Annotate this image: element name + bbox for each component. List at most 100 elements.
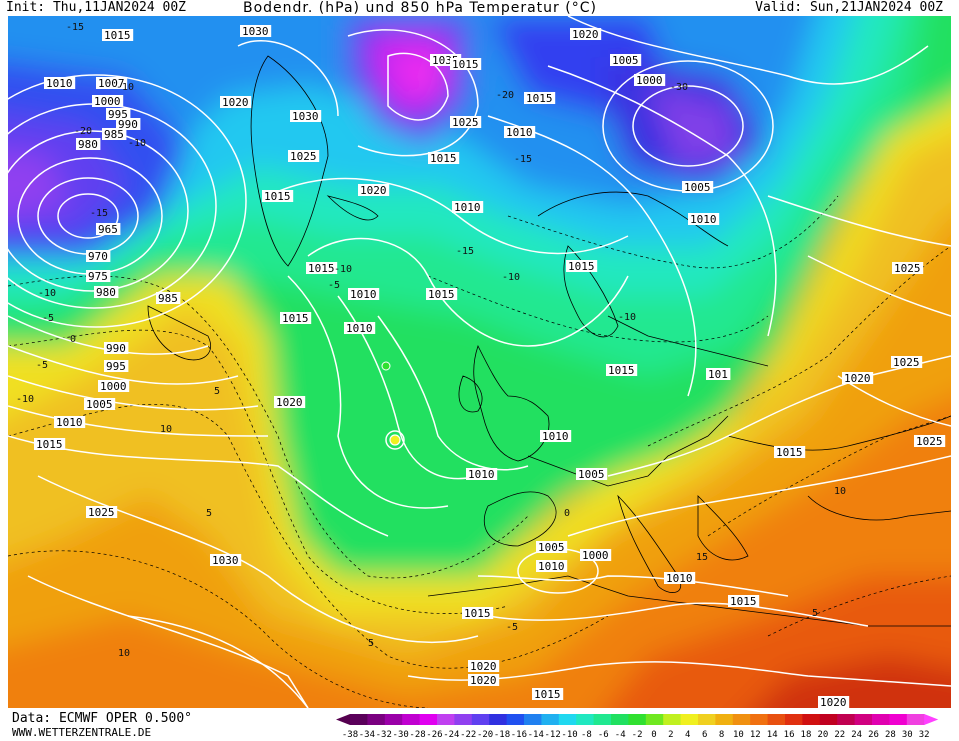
isobar-label-box bbox=[536, 560, 568, 572]
isobar-label: 1005 bbox=[578, 468, 605, 481]
isobar-label-box bbox=[688, 213, 720, 225]
colorbar-tick-label: -28 bbox=[409, 730, 425, 740]
colorbar-tick-label: 30 bbox=[902, 730, 913, 740]
colorbar-tick-label: 8 bbox=[719, 730, 724, 740]
colorbar-cell bbox=[645, 714, 664, 725]
colorbar-tick-label: -34 bbox=[359, 730, 375, 740]
isobar-label-box bbox=[468, 674, 500, 686]
isobar-label: 1005 bbox=[612, 54, 639, 67]
isobar-label-box bbox=[104, 360, 129, 372]
isobar-label: 1005 bbox=[86, 398, 113, 411]
isobar-label: 1000 bbox=[582, 549, 609, 562]
isotherm-label: -15 bbox=[456, 246, 474, 257]
isobar-label-box bbox=[288, 150, 320, 162]
isobar-label: 1020 bbox=[470, 660, 497, 673]
isobar-label-box bbox=[104, 342, 129, 354]
colorbar-cell bbox=[732, 714, 751, 725]
isobar-label-box bbox=[102, 128, 127, 140]
colorbar-tick-label: 18 bbox=[801, 730, 812, 740]
isobar-label: 1020 bbox=[276, 396, 303, 409]
colorbar-cell bbox=[576, 714, 594, 725]
colorbar-cell bbox=[750, 714, 768, 725]
isotherm-label: -10 bbox=[128, 138, 146, 149]
isobar-label: 1010 bbox=[350, 288, 377, 301]
isobar-label-box bbox=[580, 549, 612, 561]
init-time: Init: Thu,11JAN2024 00Z bbox=[6, 0, 187, 15]
isotherm-label: 10 bbox=[160, 424, 172, 435]
isobar-label: 995 bbox=[106, 360, 126, 373]
isobar-label-box bbox=[96, 77, 128, 89]
colorbar-cell bbox=[402, 714, 420, 725]
isotherm-label: -15 bbox=[90, 208, 108, 219]
isobar-label-box bbox=[428, 152, 460, 164]
isobar-label-box bbox=[106, 108, 131, 120]
isobar-label: 1020 bbox=[222, 96, 249, 109]
colorbar-tick-label: 10 bbox=[733, 730, 744, 740]
header: Init: Thu,11JAN2024 00Z Bodendr. (hPa) u… bbox=[0, 0, 959, 16]
isobar-label: 1000 bbox=[94, 95, 121, 108]
isobar-label: 1010 bbox=[468, 468, 495, 481]
isobar-label-box bbox=[524, 92, 556, 104]
colorbar-cell bbox=[524, 714, 542, 725]
isobar-label: 1010 bbox=[454, 201, 481, 214]
isotherm-label: 0 bbox=[564, 508, 570, 519]
colorbar-cell bbox=[558, 714, 577, 725]
website-url: WWW.WETTERZENTRALE.DE bbox=[12, 726, 152, 739]
isobar-label-box bbox=[98, 380, 130, 392]
colorbar-cell bbox=[350, 714, 368, 725]
isotherm-label: -20 bbox=[74, 126, 92, 137]
isobar-label-box bbox=[116, 118, 141, 130]
isobar-label-box bbox=[504, 126, 536, 138]
colorbar-cell bbox=[663, 714, 681, 725]
colorbar-cell bbox=[489, 714, 507, 725]
isobar-label: 1025 bbox=[452, 116, 479, 129]
colorbar-arrow-right bbox=[924, 714, 939, 725]
isotherm-label: -5 bbox=[42, 313, 54, 324]
colorbar-arrow-left bbox=[336, 714, 350, 725]
isotherm-label: -30 bbox=[670, 82, 688, 93]
colorbar-tick-label: 24 bbox=[851, 730, 862, 740]
isobar-label: 1010 bbox=[46, 77, 73, 90]
isobar-label: 1000 bbox=[100, 380, 127, 393]
footer: Data: ECMWF OPER 0.500° WWW.WETTERZENTRA… bbox=[0, 709, 959, 741]
isobar-label-box bbox=[262, 190, 294, 202]
map-title: Bodendr. (hPa) und 850 hPa Temperatur (°… bbox=[243, 0, 597, 16]
colorbar-cell bbox=[854, 714, 873, 725]
isobar-label-box bbox=[220, 96, 252, 108]
isobar-label-box bbox=[892, 262, 924, 274]
isotherm-label: -10 bbox=[502, 272, 520, 283]
colorbar-tick-label: 2 bbox=[668, 730, 673, 740]
isobar-label-box bbox=[842, 372, 874, 384]
isobar-label-box bbox=[280, 312, 312, 324]
colorbar-tick-label: -18 bbox=[494, 730, 510, 740]
colorbar-cell bbox=[680, 714, 699, 725]
colorbar-tick-label: 0 bbox=[651, 730, 656, 740]
isobar-label-box bbox=[634, 74, 666, 86]
isobar-label: 965 bbox=[98, 223, 118, 236]
isobar-label: 1020 bbox=[572, 28, 599, 41]
colorbar-cell bbox=[698, 714, 716, 725]
isobar-label-box bbox=[274, 396, 306, 408]
colorbar-tick-label: -10 bbox=[561, 730, 577, 740]
isobar-label-box bbox=[606, 364, 638, 376]
isobar-label-box bbox=[426, 288, 458, 300]
isobar-label: 1010 bbox=[542, 430, 569, 443]
colorbar-tick-label: -24 bbox=[443, 730, 459, 740]
isobar-label-box bbox=[84, 398, 116, 410]
isobar-label-box bbox=[86, 250, 111, 262]
colorbar-cell bbox=[471, 714, 490, 725]
colorbar-cell bbox=[715, 714, 734, 725]
isobar-label: 1010 bbox=[506, 126, 533, 139]
isobar-label: 1015 bbox=[730, 595, 757, 608]
isobar-label: 1007 bbox=[98, 77, 125, 90]
colorbar-tick-label: -14 bbox=[528, 730, 544, 740]
isotherm-label: -10 bbox=[38, 288, 56, 299]
isobar-label-box bbox=[570, 28, 602, 40]
isobar-label: 1010 bbox=[56, 416, 83, 429]
isobar-label-box bbox=[540, 430, 572, 442]
isotherm-label: -15 bbox=[514, 154, 532, 165]
colorbar-tick-label: -38 bbox=[342, 730, 358, 740]
isobar-label: 1025 bbox=[893, 356, 920, 369]
isobar-label-box bbox=[34, 438, 66, 450]
